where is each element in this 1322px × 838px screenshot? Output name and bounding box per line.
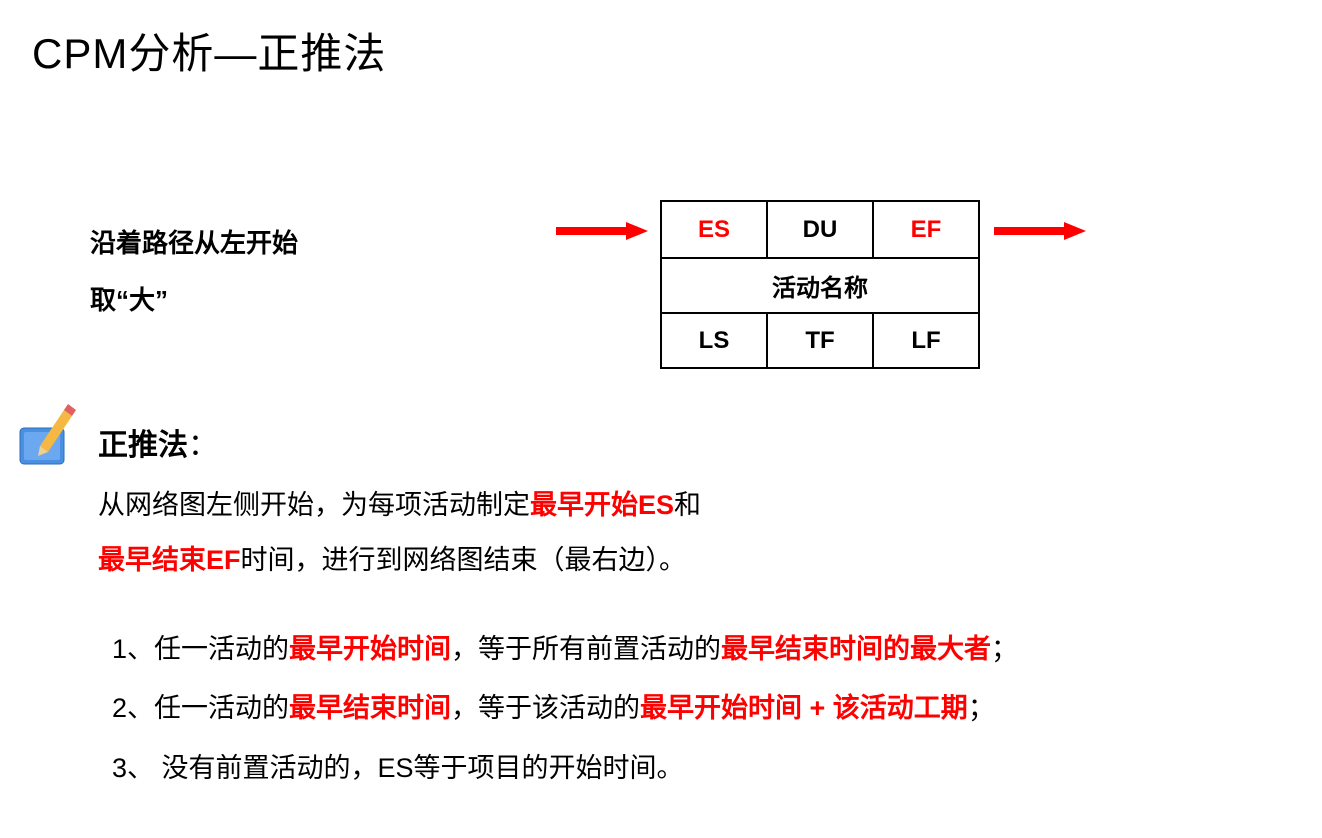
p1-highlight-es: 最早开始ES [530,490,674,520]
section-colon: ： [188,429,218,462]
cell-lf: LF [872,314,978,367]
cell-es: ES [662,202,766,257]
pencil-note-icon [12,398,82,468]
intro-block: 沿着路径从左开始 取“大” [90,215,298,329]
p2-a: 时间，进行到网络图结束（最右边）。 [241,545,687,575]
cell-tf: TF [766,314,872,367]
r2-h1: 最早结束时间 [289,693,451,723]
node-row-middle: 活动名称 [662,257,978,312]
r1-pre: 1、任一活动的 [112,634,289,664]
arrow-left-icon [556,222,648,240]
arrow-right-icon [994,222,1086,240]
cell-ls: LS [662,314,766,367]
cell-activity-name: 活动名称 [662,259,978,312]
rule-3: 3、 没有前置活动的，ES等于项目的开始时间。 [112,739,1018,798]
r1-post: ； [991,634,1018,664]
r2-pre: 2、任一活动的 [112,693,289,723]
activity-node-diagram: ES DU EF 活动名称 LS TF LF [660,200,980,369]
rule-1: 1、任一活动的最早开始时间，等于所有前置活动的最早结束时间的最大者； [112,620,1018,679]
node-row-bottom: LS TF LF [662,312,978,367]
p1-a: 从网络图左侧开始，为每项活动制定 [98,490,530,520]
r3-text: 3、 没有前置活动的，ES等于项目的开始时间。 [112,753,684,783]
node-row-top: ES DU EF [662,202,978,257]
intro-line-2: 取“大” [90,272,298,329]
cell-du: DU [766,202,872,257]
page-title: CPM分析—正推法 [32,20,386,81]
paragraph-line-1: 从网络图左侧开始，为每项活动制定最早开始ES和 [98,485,701,526]
r1-h1: 最早开始时间 [289,634,451,664]
intro-line-1: 沿着路径从左开始 [90,215,298,272]
section-title: 正推法： [98,420,218,464]
r2-h2: 最早开始时间 + 该活动工期 [640,693,968,723]
paragraph-line-2: 最早结束EF时间，进行到网络图结束（最右边）。 [98,540,686,581]
r1-mid: ，等于所有前置活动的 [451,634,721,664]
r1-h2: 最早结束时间的最大者 [721,634,991,664]
rules-list: 1、任一活动的最早开始时间，等于所有前置活动的最早结束时间的最大者； 2、任一活… [112,620,1018,798]
p2-highlight-ef: 最早结束EF [98,545,241,575]
rule-2: 2、任一活动的最早结束时间，等于该活动的最早开始时间 + 该活动工期； [112,679,1018,738]
p1-b: 和 [674,490,701,520]
r2-mid: ，等于该活动的 [451,693,640,723]
cell-ef: EF [872,202,978,257]
r2-post: ； [968,693,995,723]
section-title-text: 正推法 [98,429,188,462]
